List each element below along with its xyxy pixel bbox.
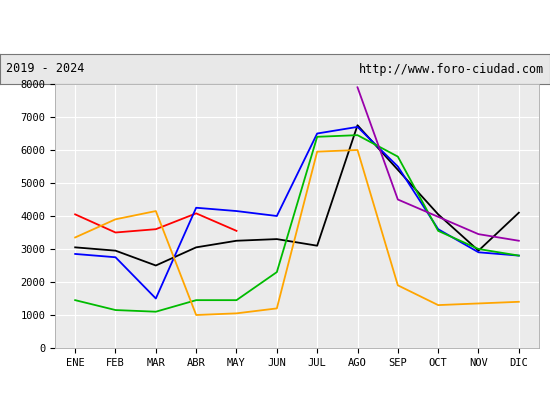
Text: http://www.foro-ciudad.com: http://www.foro-ciudad.com (359, 62, 544, 76)
Text: Evolucion Nº Turistas Nacionales en el municipio de Antigua: Evolucion Nº Turistas Nacionales en el m… (17, 19, 533, 35)
Text: 2019 - 2024: 2019 - 2024 (6, 62, 84, 76)
